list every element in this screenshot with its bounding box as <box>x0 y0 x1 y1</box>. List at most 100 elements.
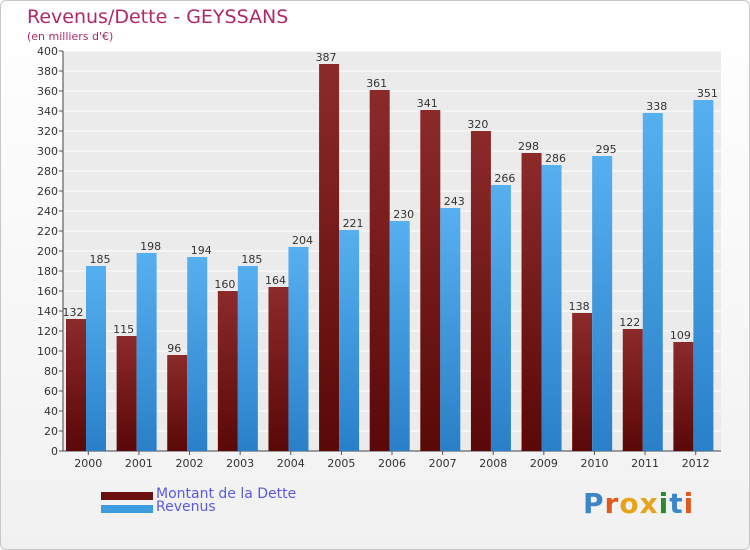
x-tick-label: 2005 <box>327 457 355 470</box>
x-tick-label: 2008 <box>479 457 507 470</box>
data-label-dette: 109 <box>670 329 691 342</box>
x-tick-label: 2003 <box>226 457 254 470</box>
x-tick-label: 2002 <box>176 457 204 470</box>
bar-revenus <box>541 165 562 451</box>
logo-letter: P <box>583 487 605 520</box>
data-label-revenus: 230 <box>393 208 414 221</box>
bar-revenus <box>389 221 410 451</box>
bar-revenus <box>592 156 613 451</box>
y-tick-label: 260 <box>37 185 58 198</box>
bar-dette <box>673 342 694 451</box>
bar-revenus <box>86 266 106 451</box>
data-label-dette: 164 <box>265 274 286 287</box>
x-tick-label: 2012 <box>682 457 710 470</box>
y-tick-label: 60 <box>44 385 58 398</box>
y-tick-label: 240 <box>37 205 58 218</box>
legend-swatch-revenus <box>101 505 153 513</box>
x-tick-label: 2010 <box>580 457 608 470</box>
x-tick-label: 2011 <box>631 457 659 470</box>
data-label-revenus: 194 <box>191 244 212 257</box>
legend-swatch-dette <box>101 492 153 500</box>
data-label-dette: 298 <box>518 140 539 153</box>
x-tick-label: 2004 <box>277 457 305 470</box>
logo-letter: i <box>683 487 695 520</box>
bar-dette <box>470 131 491 451</box>
data-label-revenus: 295 <box>596 143 617 156</box>
bar-revenus <box>490 185 511 451</box>
bar-dette <box>319 64 340 451</box>
proxiti-logo: Proxiti <box>583 487 694 520</box>
logo-letter: o <box>619 487 640 520</box>
y-tick-label: 20 <box>44 425 58 438</box>
legend-label-revenus: Revenus <box>156 499 216 515</box>
data-label-revenus: 266 <box>494 172 515 185</box>
x-tick-label: 2001 <box>125 457 153 470</box>
bar-dette <box>217 291 238 451</box>
logo-letter: x <box>639 487 659 520</box>
y-tick-label: 100 <box>37 345 58 358</box>
bar-dette <box>268 287 289 451</box>
data-label-dette: 122 <box>619 316 640 329</box>
y-tick-label: 280 <box>37 165 58 178</box>
bar-revenus <box>339 230 360 451</box>
x-tick-label: 2007 <box>429 457 457 470</box>
bar-dette <box>572 313 593 451</box>
bar-dette <box>167 355 188 451</box>
y-tick-label: 120 <box>37 325 58 338</box>
data-label-dette: 115 <box>113 323 134 336</box>
bar-dette <box>66 319 86 451</box>
bar-revenus <box>237 266 258 451</box>
data-label-revenus: 198 <box>140 240 161 253</box>
y-tick-label: 80 <box>44 365 58 378</box>
data-label-revenus: 351 <box>697 87 718 100</box>
y-tick-label: 0 <box>51 445 58 458</box>
x-tick-label: 2009 <box>530 457 558 470</box>
y-tick-label: 180 <box>37 265 58 278</box>
data-label-revenus: 338 <box>646 100 667 113</box>
data-label-dette: 387 <box>316 51 337 64</box>
bar-dette <box>622 329 643 451</box>
data-label-revenus: 221 <box>343 217 364 230</box>
y-tick-label: 300 <box>37 145 58 158</box>
bar-revenus <box>642 113 663 451</box>
logo-letter: i <box>658 487 670 520</box>
logo-letter: t <box>669 487 684 520</box>
y-tick-label: 400 <box>37 45 58 58</box>
y-tick-label: 340 <box>37 105 58 118</box>
data-label-revenus: 243 <box>444 195 465 208</box>
data-label-dette: 341 <box>417 97 438 110</box>
y-tick-label: 360 <box>37 85 58 98</box>
bar-dette <box>521 153 542 451</box>
y-tick-label: 380 <box>37 65 58 78</box>
bar-revenus <box>693 100 714 451</box>
bar-revenus <box>440 208 461 451</box>
data-label-revenus: 204 <box>292 234 313 247</box>
logo-letter: r <box>604 487 620 520</box>
y-tick-label: 220 <box>37 225 58 238</box>
data-label-dette: 96 <box>167 342 181 355</box>
y-tick-label: 40 <box>44 405 58 418</box>
bar-dette <box>369 90 390 451</box>
data-label-revenus: 185 <box>241 253 262 266</box>
y-tick-label: 200 <box>37 245 58 258</box>
bar-revenus <box>288 247 309 451</box>
chart-title: Revenus/Dette - GEYSSANS <box>27 6 289 28</box>
chart-subtitle: (en milliers d'€) <box>27 30 114 43</box>
data-label-revenus: 286 <box>545 152 566 165</box>
bar-revenus <box>136 253 157 451</box>
data-label-dette: 160 <box>214 278 235 291</box>
x-tick-label: 2006 <box>378 457 406 470</box>
data-label-dette: 320 <box>467 118 488 131</box>
y-tick-label: 320 <box>37 125 58 138</box>
data-label-revenus: 185 <box>90 253 111 266</box>
bar-revenus <box>187 257 208 451</box>
data-label-dette: 361 <box>366 77 387 90</box>
y-tick-label: 140 <box>37 305 58 318</box>
y-tick-label: 160 <box>37 285 58 298</box>
x-tick-label: 2000 <box>74 457 102 470</box>
legend-label-dette: Montant de la Dette <box>156 486 297 502</box>
bar-dette <box>420 110 441 451</box>
bar-dette <box>116 336 137 451</box>
